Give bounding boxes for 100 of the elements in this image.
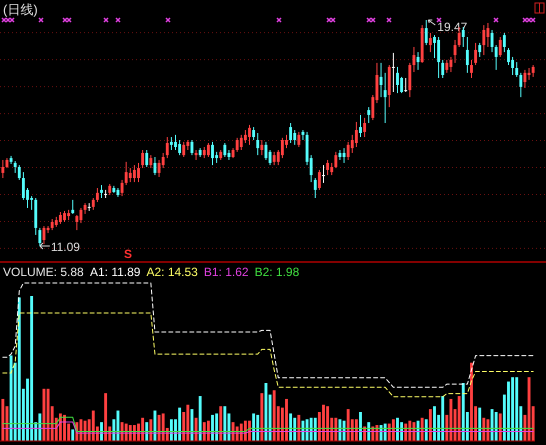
candlestick (6, 158, 8, 169)
candlestick (80, 207, 82, 224)
candlestick (338, 149, 342, 160)
bar (116, 410, 120, 441)
candlestick (490, 29, 494, 53)
candlestick (437, 36, 440, 78)
candlestick (100, 184, 103, 198)
bar (359, 412, 362, 441)
bar (322, 404, 325, 441)
bar (449, 398, 452, 441)
candlestick (178, 140, 182, 156)
candlestick (170, 136, 173, 150)
candlestick (523, 69, 526, 88)
candlestick (396, 66, 399, 94)
bar (490, 409, 494, 441)
bar (285, 398, 288, 441)
candlestick (137, 162, 140, 183)
candlestick (174, 134, 177, 150)
candlestick (474, 42, 478, 66)
bar (396, 418, 399, 441)
candlestick (342, 148, 346, 164)
candlestick (22, 172, 25, 200)
annotation: 11.09 (50, 240, 80, 254)
series-label: A1: 11.89 (90, 265, 141, 279)
bar (310, 418, 313, 441)
bar (46, 388, 50, 441)
candlestick (466, 36, 469, 74)
bar (346, 409, 350, 441)
candlestick (14, 160, 17, 174)
bar (215, 413, 218, 441)
bar (306, 419, 308, 441)
bar (528, 377, 530, 441)
annotation: 19.47 (437, 20, 468, 34)
candlestick (42, 226, 46, 245)
bar (38, 413, 42, 441)
bar (198, 396, 202, 441)
bar (326, 406, 330, 441)
candlestick (96, 188, 99, 203)
candlestick (412, 46, 416, 73)
bar (30, 296, 34, 441)
candlestick (120, 179, 124, 197)
candlestick (272, 151, 276, 166)
candlestick (486, 22, 490, 48)
bar (342, 420, 346, 441)
candlestick (354, 121, 358, 148)
candlestick (416, 52, 420, 70)
bar (297, 414, 300, 441)
candlestick (63, 210, 66, 222)
candlestick (67, 209, 70, 221)
bar (1, 398, 4, 441)
candlestick (124, 161, 128, 186)
candlestick (1, 159, 4, 179)
bar (223, 406, 226, 441)
text: S (124, 247, 132, 261)
candlestick (141, 149, 144, 169)
candlestick (449, 56, 452, 73)
bar (486, 419, 490, 441)
bar (158, 414, 160, 441)
candlestick (260, 140, 264, 156)
candlestick (252, 126, 256, 141)
bar (149, 419, 152, 441)
text: B2: 1.98 (254, 265, 300, 279)
candlestick (392, 52, 395, 93)
candlestick (502, 32, 506, 53)
bar (334, 418, 338, 441)
bar (42, 388, 46, 441)
candlestick (334, 151, 338, 169)
text: B1: 1.62 (204, 265, 249, 279)
candlestick (470, 59, 473, 78)
candlestick (88, 202, 91, 212)
candlestick (326, 159, 330, 176)
bar (186, 404, 190, 441)
bar (428, 409, 432, 441)
bar (420, 418, 424, 441)
bar (162, 413, 165, 441)
candlestick (38, 227, 42, 246)
bar (178, 408, 182, 441)
candlestick (154, 156, 156, 176)
bar (458, 396, 461, 441)
bar (80, 419, 82, 441)
bar (170, 419, 173, 441)
candlestick (400, 76, 404, 94)
candlestick (380, 62, 382, 98)
candlestick (268, 149, 272, 166)
candlestick (297, 131, 300, 148)
candlestick (384, 72, 387, 124)
candlestick (363, 117, 366, 138)
candlestick (84, 202, 87, 214)
candlestick (289, 122, 292, 144)
candlestick (228, 149, 230, 160)
candlestick (532, 64, 535, 78)
candlestick (482, 24, 486, 56)
bar (272, 390, 276, 441)
bar (58, 413, 62, 441)
candlestick (264, 141, 268, 160)
candlestick (507, 48, 510, 66)
text: VOLUME: 5.88 (3, 265, 84, 279)
candlestick (206, 142, 210, 158)
candlestick (211, 141, 214, 166)
candlestick (194, 149, 198, 160)
